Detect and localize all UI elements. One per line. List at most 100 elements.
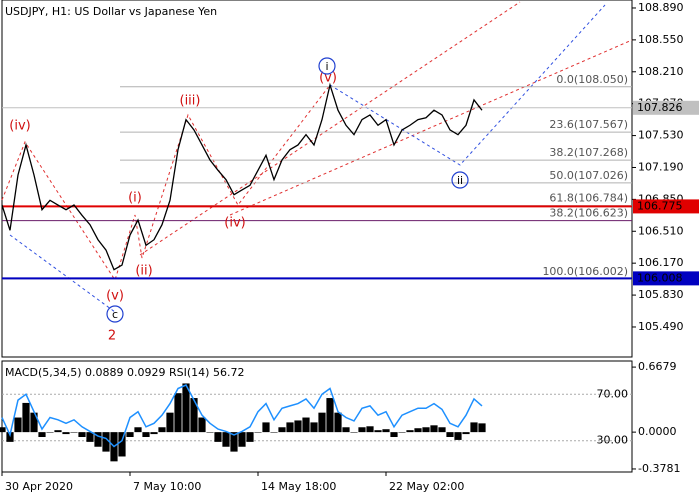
indicator-frame [1,360,633,473]
y-tick-label: 106.510 [638,224,684,237]
y2-tick-label: 70.00 [597,387,629,400]
wave-circle [318,57,336,75]
y-tick-label: -0.3781 [638,462,680,475]
macd-bar [46,432,54,433]
wave-circle [451,171,469,189]
macd-bar [62,432,70,435]
fib-label: 50.0(107.026) [549,169,628,182]
x-tick-label: 22 May 02:00 [389,480,464,493]
macd-bar [318,412,326,433]
macd-bar [38,432,46,438]
price-box [633,271,699,286]
macd-bar [214,432,222,442]
fib-label: 38.2(106.623) [549,207,628,220]
wave-label: (iv) [9,119,30,134]
macd-bar [174,393,182,433]
macd-bar [350,432,358,433]
macd-bar [446,432,454,438]
macd-bar [414,428,422,433]
y-tick-label: 106.170 [638,256,684,269]
macd-bar [246,432,254,442]
wave-label: (i) [128,191,142,206]
circled-label: i [325,60,328,73]
fib-label: 61.8(106.784) [549,192,628,205]
macd-bar [190,398,198,433]
macd-bar [270,432,278,433]
y-tick-label: 108.210 [638,65,684,78]
y2-tick-label: 30.00 [597,434,629,447]
price-line-series [1,82,483,271]
fib-label: 0.0(108.050) [556,73,628,86]
fib-label: 23.6(107.567) [549,118,628,131]
channel-line [229,39,633,216]
wave-label: (iii) [180,94,201,109]
macd-bar [286,422,294,433]
macd-bar [206,432,214,433]
x-tick-label: 14 May 18:00 [261,480,336,493]
macd-bar [86,432,94,442]
price-box-label: 107.826 [637,101,683,114]
macd-bar [150,432,158,435]
macd-bar [54,430,62,433]
macd-bar [302,417,310,433]
macd-bar [358,427,366,433]
macd-bar [438,427,446,433]
price-box [633,100,699,115]
macd-bar [142,432,150,438]
macd-bar [238,432,246,447]
main-frame [1,0,633,358]
y-tick-label: 0.0000 [638,425,677,438]
channel-line [139,1,521,256]
wave-label: 2 [108,329,116,344]
fib-label: 100.0(106.002) [542,265,628,278]
wave-label: (v) [106,289,124,304]
macd-bar [102,432,110,452]
macd-bar [398,432,406,433]
y-tick-label: 105.830 [638,288,684,301]
macd-bar [166,412,174,433]
price-box-label: 106.775 [637,199,683,212]
wave-label: (v) [319,71,337,86]
macd-bar [470,422,478,433]
wave-label: (iv) [224,216,245,231]
wave-circle [106,305,124,323]
macd-bar [14,417,22,433]
x-tick-label: 30 Apr 2020 [5,480,73,493]
indicator-title: MACD(5,34,5) 0.0889 0.0929 RSI(14) 56.72 [5,366,244,379]
macd-bar [262,422,270,433]
macd-bar [222,432,230,447]
macd-bar [430,425,438,433]
macd-bar [6,432,14,442]
macd-bar [406,430,414,433]
macd-bar [158,427,166,433]
macd-bar [454,432,462,440]
macd-bar [390,432,398,438]
macd-bar [374,430,382,433]
y-tick-label: 0.6679 [638,360,677,373]
macd-bar [70,432,78,433]
circled-label: c [112,308,118,321]
macd-bar [278,427,286,433]
y-tick-label: 108.890 [638,1,684,14]
macd-bar [230,432,238,452]
macd-bar [22,402,30,433]
macd-bar [126,432,134,438]
macd-bar [478,423,486,433]
chart-title: USDJPY, H1: US Dollar vs Japanese Yen [5,5,217,18]
macd-bar [182,383,190,433]
macd-bar [334,412,342,433]
macd-bar [94,432,102,447]
blue-guide [9,234,116,313]
macd-bar [366,426,374,433]
macd-bar [78,432,86,438]
y-tick-label: 107.190 [638,160,684,173]
macd-bar [294,420,302,433]
fib-label: 38.2(107.268) [549,146,628,159]
macd-bar [422,427,430,433]
rsi-line [1,384,483,448]
circled-label: ii [457,174,463,187]
macd-bar [342,427,350,433]
macd-bar [462,432,470,435]
